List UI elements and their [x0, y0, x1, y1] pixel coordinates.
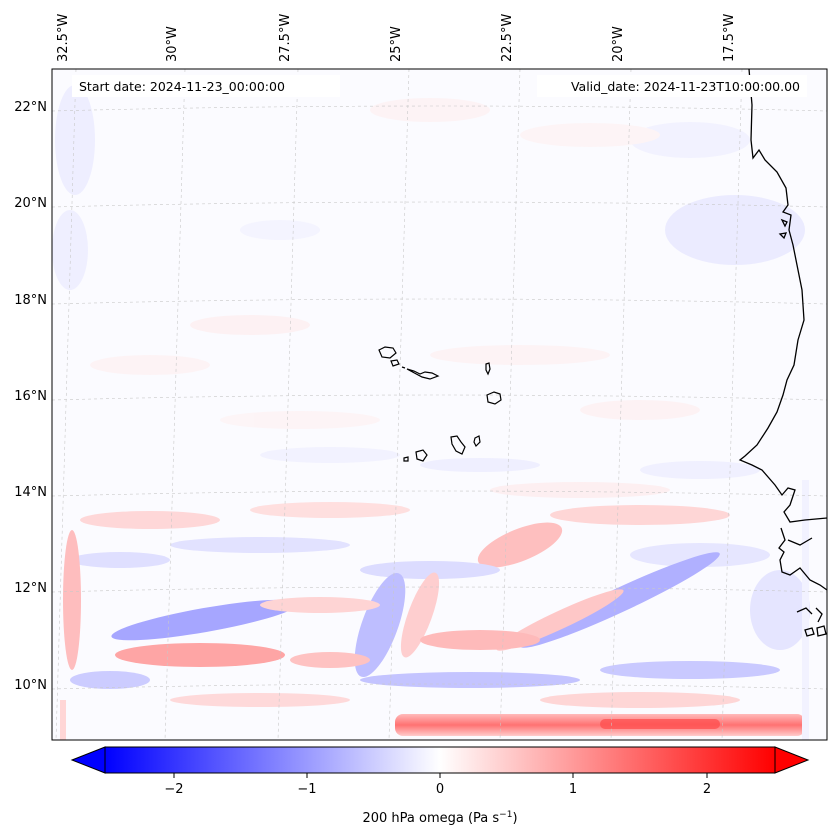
meridian-line	[164, 69, 186, 740]
colorbar-tick-1: 1	[569, 782, 577, 797]
lat-label-18n: 18°N	[14, 293, 47, 308]
colorbar-tick-minus2: −2	[164, 782, 183, 797]
colorbar-tick-minus1: −1	[297, 782, 316, 797]
lon-label-25w: 25°W	[389, 26, 404, 62]
lat-label-22n: 22°N	[14, 100, 47, 115]
colorbar-extend-low	[70, 746, 106, 774]
graticule	[52, 69, 827, 740]
parallel-line	[52, 298, 827, 305]
island-sao-nicolau	[406, 368, 440, 380]
colorbar-extend-high	[774, 746, 810, 774]
start-date-box: Start date: 2024-11-23_00:00:00	[72, 75, 340, 97]
lat-label-16n: 16°N	[14, 389, 47, 404]
parallel-line	[52, 394, 827, 401]
unit-exponent: −1	[499, 810, 512, 820]
coastlines	[738, 69, 827, 637]
valid-date-box: Valid_date: 2024-11-23T10:00:00.00	[537, 75, 807, 97]
lat-label-12n: 12°N	[14, 581, 47, 596]
lat-label-14n: 14°N	[14, 485, 47, 500]
island-santo-antao	[378, 346, 397, 359]
lon-label-27-5w: 27.5°W	[278, 14, 293, 62]
meridian-line	[610, 69, 632, 740]
island-fogo	[415, 449, 428, 462]
lon-label-30w: 30°W	[165, 26, 180, 62]
meridian-line	[721, 69, 743, 740]
island-santiago	[450, 435, 466, 455]
west-africa-coast	[738, 69, 827, 523]
parallel-line	[52, 105, 827, 112]
cape-verde-islands	[378, 346, 502, 462]
senegal-gambia-coast	[778, 527, 827, 591]
parallel-line	[52, 490, 827, 497]
meridian-line	[55, 69, 77, 740]
colorbar-label: 200 hPa omega (Pa s−1)	[362, 810, 517, 826]
colorbar-gradient	[104, 746, 776, 774]
parallel-line	[52, 201, 827, 208]
parallel-line	[52, 586, 827, 593]
island-santa-luzia	[401, 366, 406, 369]
island-sal	[485, 362, 491, 376]
lon-label-20w: 20°W	[611, 26, 626, 62]
lon-label-22-5w: 22.5°W	[500, 14, 515, 62]
meridian-line	[499, 69, 521, 740]
meridian-line	[388, 69, 410, 740]
omega-field	[52, 69, 827, 740]
latitude-labels: 22°N 20°N 18°N 16°N 14°N 12°N 10°N	[14, 100, 47, 693]
colorbar-tick-0: 0	[436, 782, 444, 797]
lat-label-20n: 20°N	[14, 196, 47, 211]
island-brava	[403, 456, 409, 462]
bijagos-islands	[796, 607, 827, 637]
lon-label-17-5w: 17.5°W	[722, 14, 737, 62]
island-sao-vicente	[390, 359, 400, 367]
start-date-label: Start date: 2024-11-23_00:00:00	[79, 79, 285, 94]
island-maio	[473, 435, 481, 448]
island-boa-vista	[486, 391, 502, 405]
meridian-line	[277, 69, 299, 740]
longitude-labels: 32.5°W 30°W 27.5°W 25°W 22.5°W 20°W 17.5…	[56, 14, 737, 62]
valid-date-label: Valid_date: 2024-11-23T10:00:00.00	[571, 79, 800, 94]
colorbar: −2 −1 0 1 2 200 hPa omega (Pa s−1)	[70, 746, 810, 826]
map-frame	[51, 68, 828, 741]
lon-label-32-5w: 32.5°W	[56, 14, 71, 62]
colorbar-tick-2: 2	[703, 782, 711, 797]
parallel-line	[52, 683, 827, 690]
lat-label-10n: 10°N	[14, 678, 47, 693]
